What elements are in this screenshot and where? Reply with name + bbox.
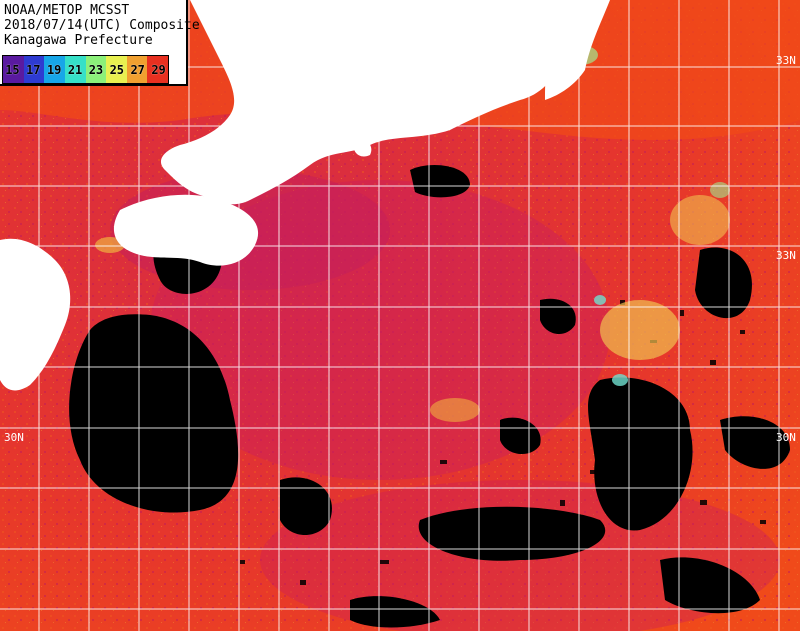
colorbar-segment <box>106 56 127 83</box>
region-title: Kanagawa Prefecture <box>4 33 153 48</box>
colorbar-segment <box>126 56 148 83</box>
land <box>0 0 610 391</box>
lon-label-136e: 136E <box>322 6 335 33</box>
colorbar-segment <box>44 56 65 83</box>
colorbar-segment <box>85 56 107 83</box>
temperature-colorbar <box>2 55 169 84</box>
satellite-title: NOAA/METOP MCSST <box>4 3 130 18</box>
date-title: 2018/07/14(UTC) Composite <box>4 18 200 33</box>
cloud-cover <box>69 165 790 628</box>
colorbar-segment <box>3 56 24 83</box>
lat-label-30n-left: 30N <box>4 431 24 444</box>
colorbar-segment <box>147 56 168 83</box>
colorbar-segment <box>23 56 45 83</box>
lat-label-33n: 33N <box>776 249 796 262</box>
lat-label-33n-top: 33N <box>776 54 796 67</box>
colorbar-segment <box>64 56 86 83</box>
lat-label-30n-right: 30N <box>776 431 796 444</box>
